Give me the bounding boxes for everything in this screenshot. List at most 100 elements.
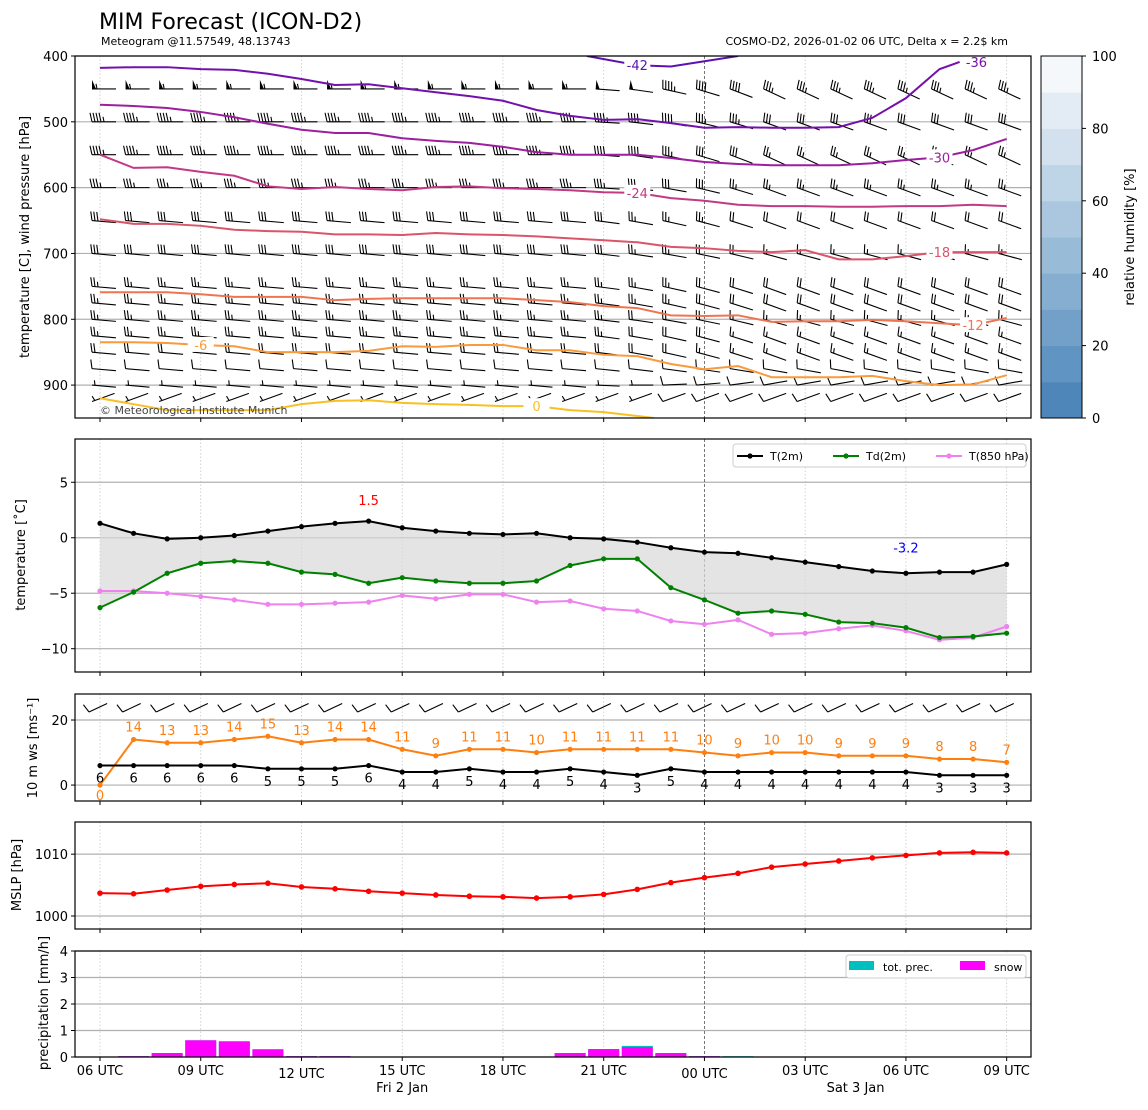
wind-barb [393, 211, 418, 222]
wind-speed-value-label: 5 [297, 775, 305, 790]
wind-barb [629, 380, 653, 385]
wind-barb [797, 277, 820, 294]
wind-barb [428, 380, 452, 387]
data-point [1004, 773, 1009, 778]
wind-barb [260, 393, 283, 401]
wind-barb [527, 113, 553, 122]
wind-speed-value-label: 4 [767, 778, 775, 793]
data-point [1004, 850, 1010, 856]
wind-barb [225, 294, 250, 305]
wind-barb [520, 704, 544, 712]
data-point [198, 740, 203, 745]
gust-value-label: 11 [495, 730, 512, 745]
data-point [467, 592, 472, 597]
gust-value-label: 11 [629, 730, 646, 745]
wind-barb [529, 380, 553, 387]
wind-barb [460, 359, 485, 370]
wind-barb [662, 178, 686, 191]
wind-barb [292, 211, 317, 222]
wind-barb [92, 380, 116, 387]
data-point [131, 763, 136, 768]
data-point [198, 594, 203, 599]
data-point [836, 626, 841, 631]
wind-barb [529, 80, 553, 89]
gust-value-label: 13 [293, 724, 310, 739]
wind-barb [159, 393, 182, 401]
wind-barb [764, 80, 786, 99]
data-point [702, 750, 707, 755]
y-tick-label: 3 [60, 972, 68, 987]
wind-barb [90, 179, 116, 188]
data-point [702, 550, 707, 555]
wind-barb [658, 393, 686, 401]
wind-barb [493, 179, 519, 188]
wind-barb [696, 294, 719, 309]
data-point [601, 606, 606, 611]
y-tick-label: 5 [60, 476, 68, 491]
date-label: Sat 3 Jan [827, 1081, 885, 1096]
wind-barb [730, 146, 752, 164]
wind-barb [763, 359, 787, 372]
data-point [970, 850, 976, 856]
data-point [702, 597, 707, 602]
data-point [970, 634, 975, 639]
data-point [769, 555, 774, 560]
data-point [97, 763, 102, 768]
wind-barb [361, 380, 385, 387]
snow-bar [219, 1042, 250, 1057]
gust-value-label: 10 [763, 734, 780, 749]
wind-barb [561, 359, 586, 370]
wind-barb [831, 80, 853, 99]
x-tick-label: 18 UTC [480, 1064, 526, 1079]
wind-barb [124, 113, 150, 122]
wind-barb [460, 327, 485, 338]
data-point [568, 535, 573, 540]
x-tick-label: 15 UTC [379, 1064, 425, 1079]
colorbar-band [1041, 56, 1082, 93]
wind-barb [956, 704, 980, 712]
wind-barb [830, 359, 854, 372]
wind-barb [759, 393, 787, 401]
gust-value-label: 15 [260, 717, 277, 732]
wind-barb [696, 327, 719, 342]
wind-speed-value-label: 6 [230, 772, 238, 787]
data-point [366, 581, 371, 586]
data-point [299, 570, 304, 575]
contour-label: -30 [929, 151, 950, 166]
wind-barb [392, 179, 418, 188]
wind-barb [965, 80, 987, 99]
extreme-annotation: 1.5 [358, 494, 379, 509]
data-point [366, 763, 371, 768]
data-point [265, 734, 270, 739]
data-point [735, 871, 741, 877]
wind-speed-value-label: 6 [129, 772, 137, 787]
wind-barb [193, 80, 217, 89]
wind-barb [629, 327, 653, 340]
wind-barb [764, 327, 787, 344]
wind-barb [898, 277, 921, 294]
wind-barb [831, 343, 854, 360]
wind-barb [285, 704, 309, 712]
data-point [769, 864, 775, 870]
ylabel-mslp: MSLP [hPa] [10, 839, 25, 911]
wind-barb [629, 277, 653, 290]
wind-barb [932, 80, 954, 99]
legend-label: T(850 hPa) [968, 450, 1029, 463]
wind-barb [864, 294, 887, 311]
wind-barb [730, 343, 753, 359]
data-point [668, 766, 673, 771]
wind-barb [158, 359, 183, 370]
wind-barb [999, 294, 1022, 311]
wind-barb [797, 211, 820, 228]
data-point [299, 766, 304, 771]
y-tick-label: 0 [60, 1051, 68, 1066]
wind-speed-value-label: 6 [96, 772, 104, 787]
wind-barb [494, 359, 519, 370]
wind-barb [326, 211, 351, 222]
wind-barb [932, 277, 955, 294]
wind-barb [730, 211, 753, 227]
wind-barb [725, 393, 753, 401]
colorbar-band [1041, 128, 1082, 165]
